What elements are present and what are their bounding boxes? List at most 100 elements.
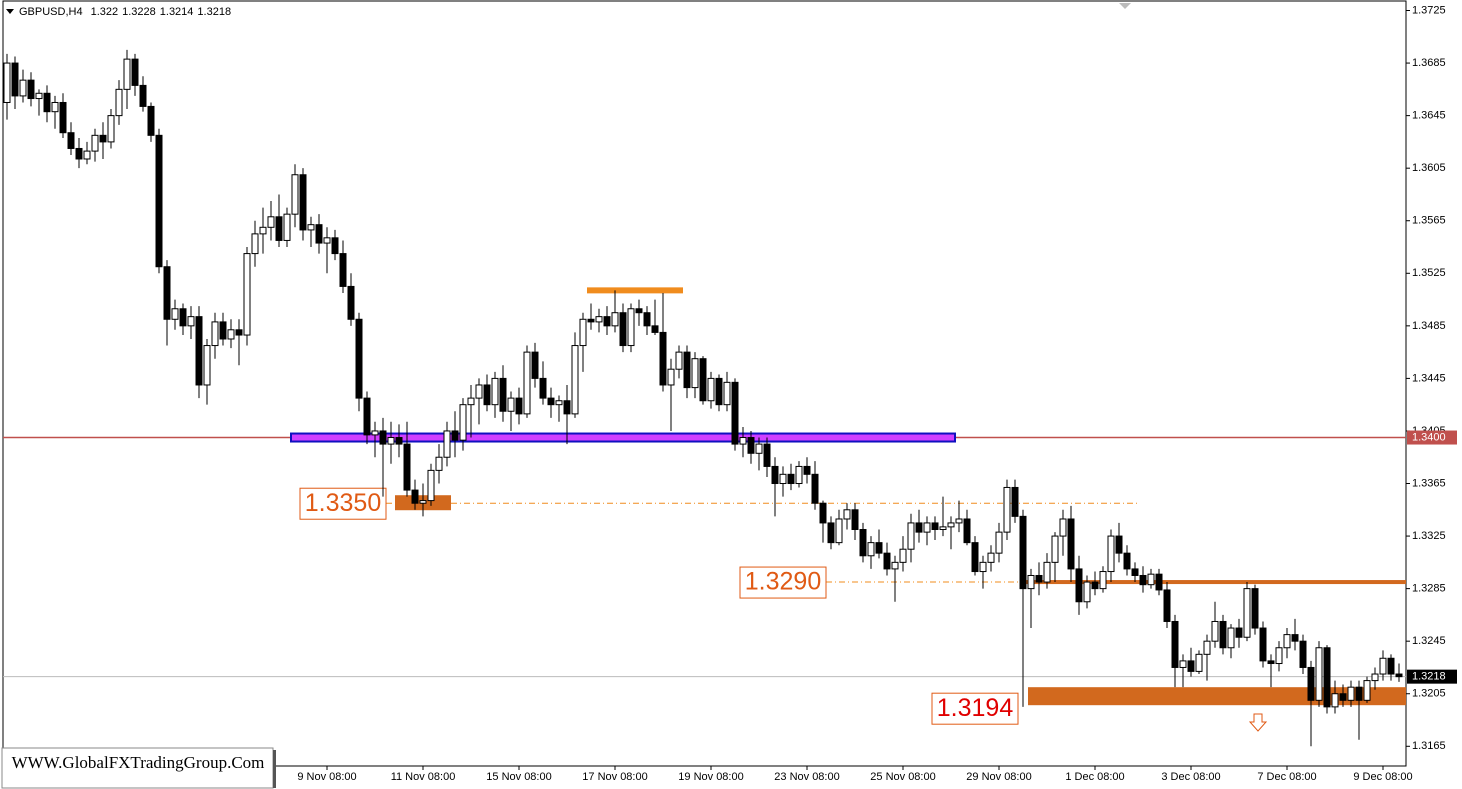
resistance-tag (1407, 430, 1457, 445)
candle-body (1155, 573, 1163, 591)
level-label: 1.3194 (937, 694, 1014, 722)
candle-body (1011, 486, 1019, 517)
resistance-zone (290, 432, 956, 443)
candle-body (1195, 653, 1203, 672)
candle-body (507, 397, 515, 412)
candle-body (1291, 634, 1299, 642)
x-tick-label: 7 Dec 08:00 (1257, 771, 1316, 783)
y-tick-label: 1.3165 (1412, 740, 1446, 752)
candle-body (531, 351, 539, 379)
candle-body (1235, 627, 1243, 638)
candle-body (675, 351, 683, 370)
candle-body (1027, 574, 1035, 590)
candle-body (227, 329, 235, 340)
candle-body (1091, 581, 1099, 590)
candle-body (259, 226, 267, 235)
resistance-tag-label: 1.3400 (1412, 431, 1446, 443)
watermark-box (1, 747, 274, 789)
level-label: 1.3350 (305, 489, 381, 517)
candle-body (3, 62, 11, 103)
candle-body (843, 509, 851, 520)
candle-body (1315, 647, 1323, 701)
candle-body (875, 542, 883, 554)
candle-body (987, 552, 995, 563)
candle-body (539, 377, 547, 399)
y-tick-label: 1.3325 (1412, 530, 1446, 542)
candle-body (755, 443, 763, 454)
candle-body (419, 500, 427, 504)
shift-marker (1119, 3, 1131, 9)
level-label: 1.3290 (745, 568, 821, 596)
candle-body (1171, 620, 1179, 668)
candle-body (1387, 657, 1395, 675)
candle-body (19, 79, 27, 97)
candle-body (579, 318, 587, 347)
candle-body (1227, 627, 1235, 649)
candle-body (1395, 673, 1403, 678)
candle-body (339, 253, 347, 287)
candle-body (827, 522, 835, 544)
plot: 1.3725 1.3685 1.3645 1.3605 1.3565 1.3525 1.34… (3, 4, 1457, 783)
candle-body (1187, 660, 1195, 672)
candle-body (1019, 515, 1027, 590)
candle-body (1251, 588, 1259, 629)
open: 1.322 (91, 6, 119, 18)
candle-body (1323, 647, 1331, 708)
candle-body (203, 345, 211, 386)
symbol: GBPUSD,H4 (19, 6, 83, 18)
candle-body (147, 105, 155, 136)
top-marker (587, 287, 683, 294)
candle-body (1131, 568, 1139, 576)
candle-body (731, 381, 739, 445)
candle-body (1043, 561, 1051, 583)
candle-body (891, 561, 899, 570)
candle-body (315, 224, 323, 244)
candle-body (1219, 620, 1227, 649)
candle-body (611, 312, 619, 327)
candle-body (643, 312, 651, 327)
down-arrow (1248, 713, 1268, 732)
candle-body (467, 397, 475, 406)
candle-body (51, 101, 59, 113)
candle-body (299, 174, 307, 231)
chart-header: GBPUSD,H4 1.322 1.3228 1.3214 1.3218 (19, 6, 231, 18)
candle-body (683, 351, 691, 389)
candle-body (603, 316, 611, 327)
candle-body (243, 253, 251, 336)
candle-body (43, 92, 51, 113)
candle-body (411, 489, 419, 504)
candle-body (795, 465, 803, 485)
candle-body (963, 518, 971, 544)
candle-body (163, 266, 171, 320)
candle-body (435, 456, 443, 471)
candle-body (715, 377, 723, 406)
candle-body (59, 101, 67, 134)
candle-body (547, 397, 555, 406)
candle-body (331, 237, 339, 255)
candle-body (11, 62, 19, 97)
candle-body (1283, 634, 1291, 649)
candle-body (811, 473, 819, 504)
candle-body (699, 358, 707, 402)
candle-body (595, 316, 603, 323)
candle-body (171, 308, 179, 320)
candle-body (571, 345, 579, 415)
candle-body (955, 518, 963, 524)
y-tick-label: 1.3485 (1412, 320, 1446, 332)
x-tick-label: 17 Nov 08:00 (582, 771, 647, 783)
candle-body (803, 465, 811, 475)
candle-body (739, 437, 747, 445)
candle-body (651, 325, 659, 333)
candle-body (347, 285, 355, 320)
watermark: WWW.GlobalFXTradingGroup.Com (12, 753, 265, 772)
watermark-shadow (273, 750, 276, 788)
x-tick-label: 9 Dec 08:00 (1353, 771, 1412, 783)
candle-body (291, 174, 299, 215)
low: 1.3214 (160, 6, 194, 18)
y-tick-label: 1.3725 (1412, 4, 1446, 16)
candle-body (371, 430, 379, 436)
y-tick-label: 1.3445 (1412, 372, 1446, 384)
candle-body (131, 58, 139, 86)
level-label-box (299, 487, 387, 520)
